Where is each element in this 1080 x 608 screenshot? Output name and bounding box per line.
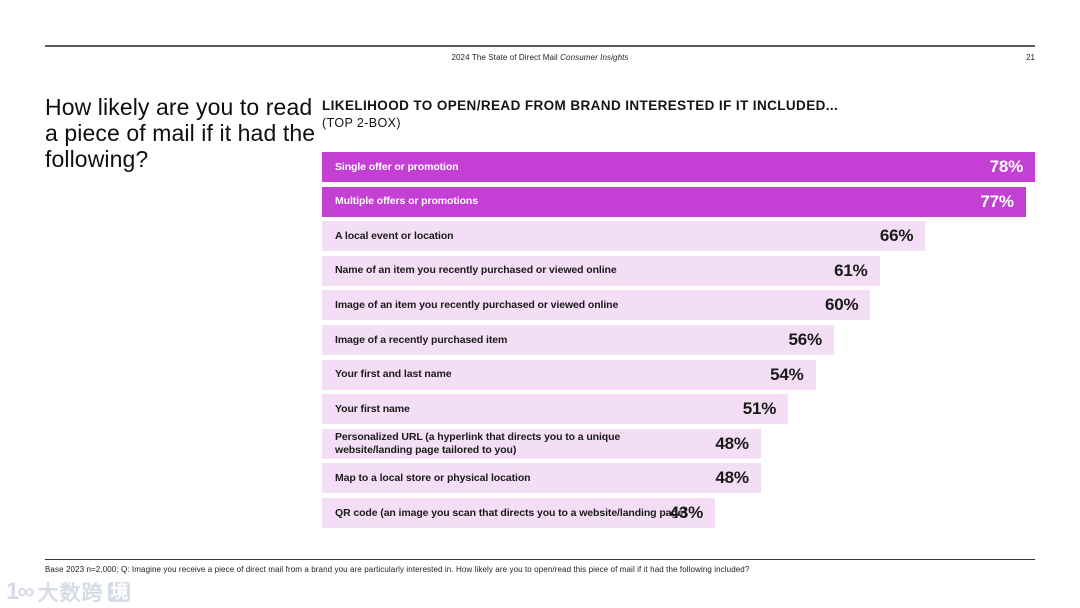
bar-label: Map to a local store or physical locatio… (335, 472, 531, 485)
bar-label: Single offer or promotion (335, 160, 459, 173)
bar: A local event or location 66% (322, 221, 926, 252)
bar-row: Map to a local store or physical locatio… (322, 463, 1035, 494)
bar-row: Personalized URL (a hyperlink that direc… (322, 428, 1035, 459)
bar-row: A local event or location 66% (322, 221, 1035, 252)
bar-label: Your first name (335, 402, 410, 415)
bar-value: 48% (715, 468, 749, 488)
bar-value: 78% (989, 157, 1024, 176)
bar-row: Image of a recently purchased item 56% (322, 324, 1035, 355)
bar-row: Your first name 51% (322, 394, 1035, 425)
bar: Your first and last name 54% (322, 359, 816, 390)
chart-title: LIKELIHOOD TO OPEN/READ FROM BRAND INTER… (322, 98, 839, 113)
bar-row: Multiple offers or promotions 77% (322, 186, 1035, 217)
bar-row: QR code (an image you scan that directs … (322, 497, 1035, 528)
bar-label: A local event or location (335, 229, 454, 242)
bar-value: 56% (788, 329, 822, 349)
bar-value: 54% (770, 364, 804, 384)
bar-label: Image of a recently purchased item (335, 333, 508, 346)
bar-label: Multiple offers or promotions (335, 195, 478, 208)
report-title: 2024 The State of Direct Mail Consumer I… (0, 53, 1080, 62)
watermark-logo: 1∞ 大数跨 境 (6, 577, 131, 607)
slide-question: How likely are you to read a piece of ma… (45, 94, 316, 173)
bar: Map to a local store or physical locatio… (322, 463, 761, 494)
bar-row: Your first and last name 54% (322, 359, 1035, 390)
bar: Image of an item you recently purchased … (322, 290, 871, 321)
report-title-italic: Consumer Insights (560, 53, 629, 62)
bar-chart: Single offer or promotion 78% Multiple o… (322, 152, 1035, 528)
bar: Name of an item you recently purchased o… (322, 255, 880, 286)
bar: Image of a recently purchased item 56% (322, 324, 834, 355)
bar-label: Your first and last name (335, 368, 452, 381)
bar-label: QR code (an image you scan that directs … (335, 506, 687, 519)
bar-value: 66% (879, 226, 914, 246)
bar-label: Image of an item you recently purchased … (335, 299, 619, 312)
bar-row: Single offer or promotion 78% (322, 152, 1035, 182)
bar-row: Name of an item you recently purchased o… (322, 255, 1035, 286)
page-number: 21 (1026, 53, 1035, 62)
bar-value: 60% (825, 295, 859, 315)
watermark-text: 大数跨 (37, 582, 104, 605)
bar: Single offer or promotion 78% (322, 152, 1035, 182)
bar-value: 48% (715, 433, 749, 453)
watermark-mark-icon: 1∞ (6, 578, 35, 605)
bar-label: Personalized URL (a hyperlink that direc… (335, 431, 621, 456)
bar-value: 77% (980, 191, 1014, 211)
bar-value: 61% (834, 260, 868, 280)
bar-value: 51% (742, 399, 777, 419)
header-rule (45, 45, 1035, 47)
bar: Multiple offers or promotions 77% (322, 186, 1026, 217)
bar: QR code (an image you scan that directs … (322, 497, 716, 528)
bar-label: Name of an item you recently purchased o… (335, 264, 617, 277)
footnote: Base 2023 n=2,000; Q: Imagine you receiv… (45, 565, 750, 574)
bar-row: Image of an item you recently purchased … (322, 290, 1035, 321)
bar: Your first name 51% (322, 394, 789, 425)
bar-value: 43% (669, 502, 704, 522)
footer-rule (45, 559, 1035, 560)
bar: Personalized URL (a hyperlink that direc… (322, 428, 761, 459)
chart-subtitle: (TOP 2-BOX) (322, 116, 401, 130)
watermark-boxed-char: 境 (108, 582, 131, 602)
report-title-regular: 2024 The State of Direct Mail (451, 53, 561, 62)
